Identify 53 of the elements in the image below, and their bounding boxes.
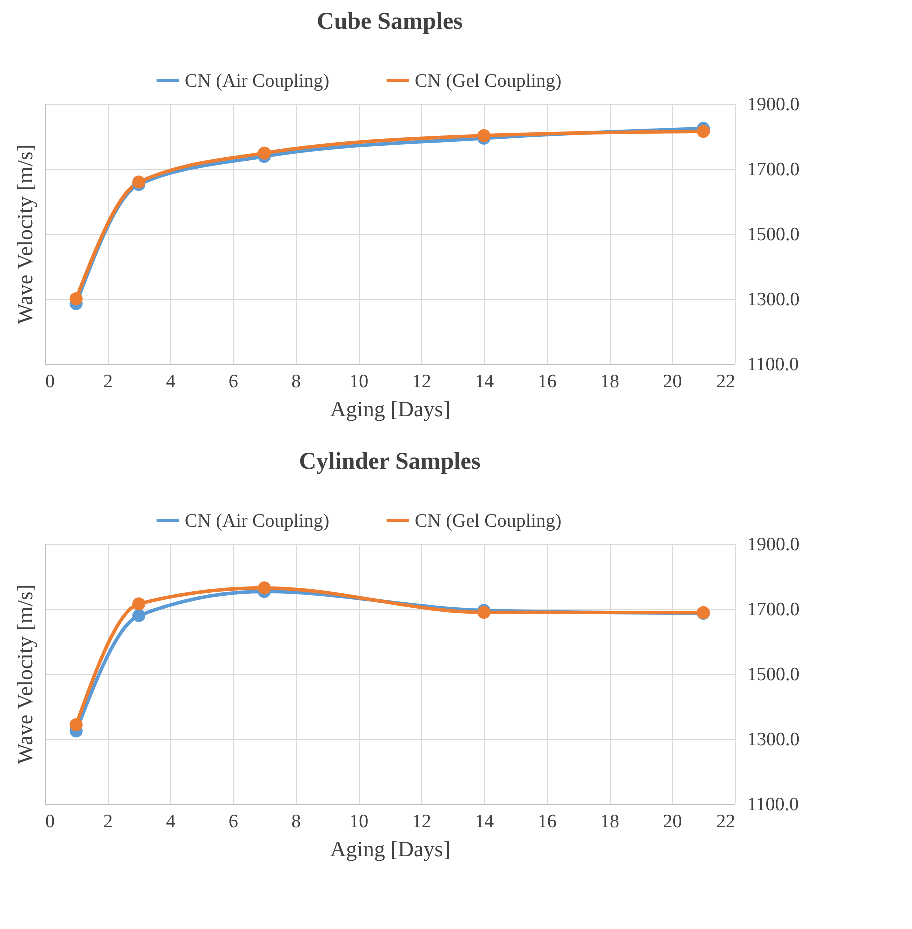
x-tick-label: 2	[103, 812, 113, 832]
x-tick-label: 6	[228, 812, 238, 832]
x-axis-title: Aging [Days]	[330, 396, 451, 422]
x-tick-label: 14	[475, 372, 495, 392]
point	[132, 609, 146, 622]
x-tick-label: 12	[412, 372, 432, 392]
y-axis-title: Wave Velocity [m/s]	[12, 584, 38, 764]
point	[70, 718, 83, 732]
chart-title: Cylinder Samples	[299, 449, 481, 475]
x-tick-label: 0	[46, 372, 55, 392]
x-tick-label: 2	[103, 372, 113, 392]
point	[258, 146, 272, 160]
x-tick-label: 18	[600, 812, 620, 832]
x-axis-title: Aging [Days]	[330, 836, 451, 862]
x-tick-label: 6	[228, 372, 238, 392]
y-tick-label: 1700.0	[748, 160, 800, 180]
y-tick-label: 1700.0	[748, 600, 800, 620]
x-tick-label: 4	[166, 812, 176, 832]
x-tick-label: 10	[350, 372, 369, 392]
y-axis-title: Wave Velocity [m/s]	[12, 144, 38, 324]
x-tick-label: 14	[475, 812, 495, 832]
x-tick-label: 22	[716, 372, 736, 392]
x-tick-label: 10	[350, 812, 369, 832]
chart-title: Cube Samples	[316, 9, 464, 35]
y-tick-label: 1500.0	[748, 664, 800, 686]
y-tick-label: 1100.0	[748, 794, 800, 816]
x-tick-label: 0	[46, 812, 55, 832]
x-tick-label: 20	[663, 812, 682, 832]
point	[478, 129, 491, 142]
legend-label: CN (Gel Coupling)	[415, 71, 562, 92]
legend-label: CN (Air Coupling)	[185, 511, 330, 532]
point	[132, 176, 146, 189]
legend-label: CN (Air Coupling)	[185, 71, 330, 92]
x-tick-label: 8	[292, 812, 302, 832]
y-tick-label: 1100.0	[748, 354, 800, 376]
point	[258, 582, 272, 595]
y-tick-label: 1300.0	[748, 730, 800, 750]
x-tick-label: 16	[538, 372, 557, 392]
x-tick-label: 4	[166, 372, 176, 392]
x-tick-label: 12	[412, 812, 432, 832]
y-tick-label: 1900.0	[748, 94, 800, 116]
point	[132, 598, 146, 611]
y-tick-label: 1300.0	[748, 290, 800, 310]
point	[697, 125, 710, 138]
x-tick-label: 16	[538, 812, 557, 832]
point	[70, 292, 83, 306]
x-tick-label: 8	[292, 372, 302, 392]
y-tick-label: 1900.0	[748, 534, 800, 556]
y-tick-label: 1500.0	[748, 224, 800, 246]
legend-label: CN (Gel Coupling)	[415, 511, 562, 532]
x-tick-label: 18	[600, 372, 620, 392]
x-tick-label: 20	[663, 372, 682, 392]
x-tick-label: 22	[716, 812, 736, 832]
